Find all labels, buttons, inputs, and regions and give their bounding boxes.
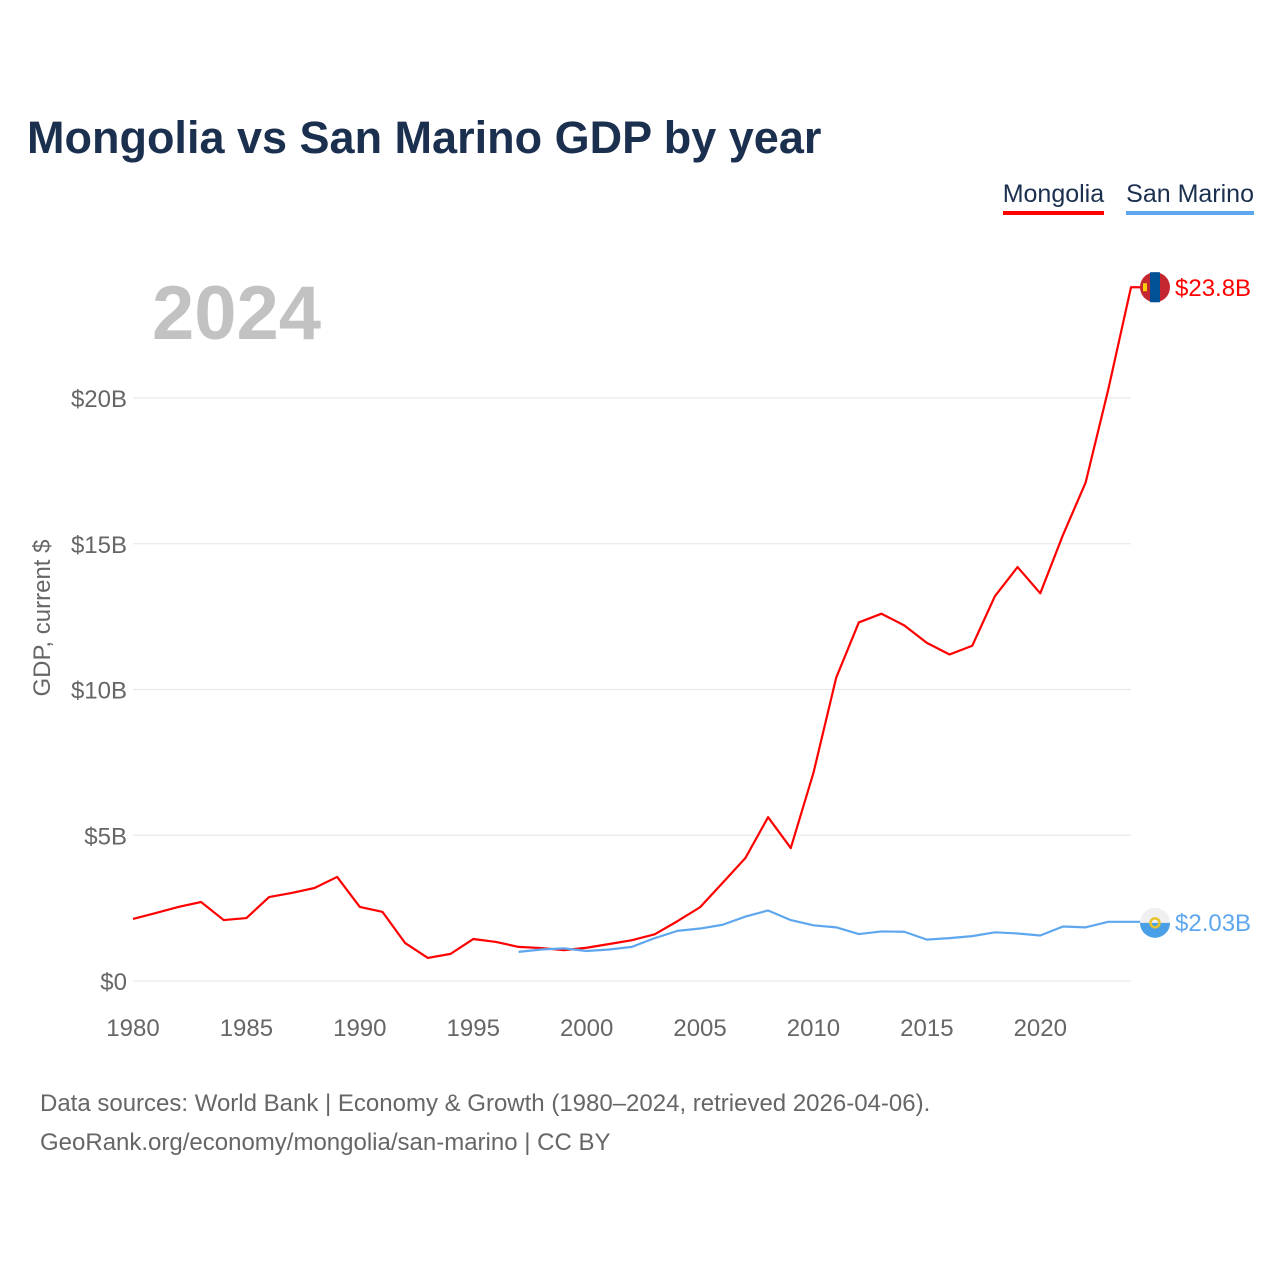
y-tick-label: $0 [100, 969, 127, 996]
flag-stripe [1150, 272, 1160, 303]
y-tick-label: $15B [71, 532, 127, 559]
x-tick-label: 2010 [787, 1015, 840, 1042]
x-tick-label: 2000 [560, 1015, 613, 1042]
x-tick-label: 1995 [447, 1015, 500, 1042]
end-value-label: $2.03B [1175, 910, 1251, 937]
x-tick-label: 1985 [220, 1015, 273, 1042]
flag-soyombo [1143, 283, 1147, 292]
x-tick-label: 1980 [106, 1015, 159, 1042]
x-tick-label: 1990 [333, 1015, 386, 1042]
y-tick-label: $20B [71, 386, 127, 413]
source-line-2[interactable]: GeoRank.org/economy/mongolia/san-marino … [40, 1129, 611, 1156]
year-watermark: 2024 [152, 271, 322, 356]
source-line-1: Data sources: World Bank | Economy & Gro… [40, 1090, 931, 1117]
series-line-san-marino [518, 909, 1145, 953]
end-value-label: $23.8B [1175, 275, 1251, 302]
legend: Mongolia San Marino [1002, 180, 1254, 215]
x-tick-label: 2020 [1014, 1015, 1067, 1042]
flag-emblem [1149, 917, 1161, 929]
series-line-mongolia [132, 286, 1145, 960]
source-note: Data sources: World Bank | Economy & Gro… [40, 1084, 930, 1162]
y-tick-label: $10B [71, 678, 127, 705]
y-tick-label: $5B [84, 823, 127, 850]
y-axis-label: GDP, current $ [29, 540, 56, 697]
x-tick-label: 2015 [900, 1015, 953, 1042]
legend-san-marino[interactable]: San Marino [1126, 180, 1254, 215]
legend-mongolia[interactable]: Mongolia [1002, 180, 1105, 215]
flag-lower-half [1140, 922, 1170, 938]
x-tick-label: 2005 [673, 1015, 726, 1042]
chart-title: Mongolia vs San Marino GDP by year [27, 112, 822, 163]
